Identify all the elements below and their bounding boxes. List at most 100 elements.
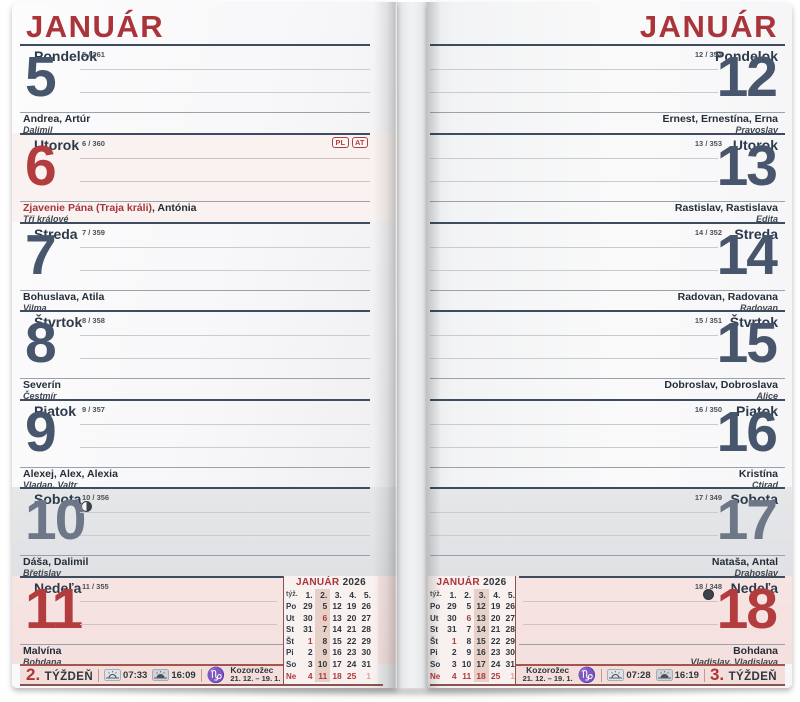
- day-divider: [430, 222, 785, 224]
- day-number: 8: [25, 311, 57, 375]
- day-name: Pondelok: [714, 48, 778, 64]
- mini-day: 21: [346, 624, 357, 635]
- nameday-primary: Kristína: [738, 468, 778, 480]
- mini-calendar-row: Ut 30 6 13 20 27: [428, 613, 515, 625]
- names-divider: [20, 112, 370, 113]
- mini-day-next-month: 1: [366, 670, 371, 681]
- writing-line: [80, 358, 370, 359]
- mini-day: 5: [322, 601, 328, 611]
- writing-line: [80, 158, 370, 159]
- names-divider: [430, 378, 785, 379]
- mini-calendar-week-header: týž. 1. 2. 3. 4. 5.: [284, 589, 378, 601]
- writing-line: [430, 181, 718, 182]
- month-title: JANUÁR: [639, 9, 778, 44]
- writing-line: [430, 358, 718, 359]
- mini-day-holiday: 6: [466, 612, 472, 623]
- new-moon-icon: [703, 589, 714, 600]
- mini-day: 30: [361, 647, 371, 658]
- day-number: 13: [716, 134, 778, 198]
- day-number: 18: [716, 577, 778, 641]
- mini-day: 29: [361, 635, 371, 646]
- weekday-label: Po: [286, 602, 297, 611]
- day-number: 5: [25, 45, 57, 109]
- week-label: 2. TÝŽDEŇ: [26, 665, 93, 685]
- nameday-names: Dáša, Dalimil Břetislav: [23, 557, 370, 578]
- mini-day: 17: [476, 658, 486, 669]
- week-num: 2.: [464, 590, 472, 600]
- day-block-wednesday-7: Streda 7 / 359 7 Bohuslava, Atila Vilma: [12, 222, 397, 312]
- nameday-primary: Alexej, Alex, Alexia: [23, 468, 118, 480]
- names-divider: [20, 644, 283, 645]
- mini-day: 12: [332, 601, 342, 611]
- day-number: 7: [25, 223, 57, 287]
- writing-line: [80, 601, 277, 602]
- nameday-secondary: Pravoslav: [735, 124, 778, 135]
- mini-day: 16: [332, 647, 342, 658]
- sunset-icon: [655, 669, 673, 681]
- page-left: JANUÁR Pondelok 5 / 361 5 Andrea, Artúr …: [12, 2, 397, 688]
- day-divider: [20, 44, 370, 46]
- day-of-year: 13 / 353: [694, 139, 722, 148]
- week-label: 3. TÝŽDEŇ: [710, 665, 777, 685]
- day-block-tuesday-13: Utorok 13 / 353 13 Rastislav, Rastislava…: [427, 133, 792, 223]
- day-block-friday-9: Piatok 9 / 357 9 Alexej, Alex, Alexia Vl…: [12, 399, 397, 489]
- writing-line: [80, 247, 370, 248]
- mini-day-sunday: 11: [318, 670, 328, 681]
- zodiac-name: Kozorožec: [230, 665, 274, 676]
- names-divider: [430, 201, 785, 202]
- day-of-year: 7 / 359: [82, 228, 105, 237]
- day-of-year: 9 / 357: [82, 405, 105, 414]
- mini-calendar-row: Pi 2 9 16 23 30: [428, 647, 515, 659]
- day-name: Sobota: [34, 491, 82, 507]
- weekday-label: St: [286, 625, 294, 635]
- week-num: 5.: [507, 590, 515, 600]
- writing-line: [430, 247, 718, 248]
- nameday-primary: Bohuslava, Atila: [23, 291, 105, 303]
- names-divider: [430, 467, 785, 468]
- nameday-primary: Rastislav, Rastislava: [674, 202, 778, 214]
- sunset-value: 16:19: [674, 669, 699, 681]
- day-number: 15: [716, 311, 778, 375]
- mini-calendar-row: Št 1 8 15 22 29: [428, 636, 515, 648]
- day-divider: [20, 576, 283, 578]
- sunrise-time: 07:28: [607, 669, 651, 681]
- mini-day: 14: [332, 624, 342, 635]
- mini-calendar-week-header: týž. 1. 2. 3. 4. 5.: [428, 589, 515, 601]
- writing-line: [430, 69, 718, 70]
- names-divider: [20, 378, 370, 379]
- mini-day: 10: [461, 658, 472, 669]
- mini-calendar-month: JANUÁR: [436, 577, 480, 588]
- mini-day: 2: [451, 647, 457, 658]
- page-right: JANUÁR Pondelok 12 / 354 12 Ernest, Erne…: [427, 2, 792, 688]
- weekday-label-sunday: Ne: [286, 671, 297, 681]
- mini-day: 23: [346, 647, 357, 658]
- week-num: 5.: [363, 590, 371, 600]
- page-bottom-rule: [20, 684, 383, 686]
- day-name: Streda: [734, 226, 778, 242]
- week-footer: Kozorožec 21. 12. – 19. 1. ♑ 07:28 16:19…: [515, 664, 785, 684]
- mini-day-holiday: 1: [451, 635, 457, 646]
- writing-line: [80, 624, 277, 625]
- mini-calendar-year: 2026: [342, 577, 367, 588]
- mini-day: 29: [303, 601, 313, 611]
- holiday-country-badges: PL AT: [331, 137, 368, 148]
- weekday-label-sunday: Ne: [430, 671, 441, 681]
- week-word: TÝŽDEŇ: [44, 671, 94, 683]
- nameday-names: Malvína Bohdana: [23, 646, 277, 667]
- nameday-primary: Dobroslav, Dobroslava: [664, 379, 778, 391]
- current-week-highlight: [315, 589, 330, 682]
- week-num: 3.: [478, 590, 486, 600]
- nameday-primary: Severín: [23, 379, 61, 391]
- sunset-icon: [152, 669, 170, 681]
- capricorn-icon: ♑: [206, 666, 226, 684]
- mini-day: 19: [490, 601, 501, 611]
- day-of-year: 14 / 352: [694, 228, 722, 237]
- writing-line: [80, 270, 370, 271]
- mini-day: 5: [466, 601, 472, 611]
- mini-day: 23: [490, 647, 501, 658]
- nameday-primary: Dáša, Dalimil: [23, 556, 89, 568]
- writing-line: [523, 601, 718, 602]
- day-block-thursday-8: Štvrtok 8 / 358 8 Severín Čestmír: [12, 310, 397, 400]
- day-number: 6: [25, 134, 57, 198]
